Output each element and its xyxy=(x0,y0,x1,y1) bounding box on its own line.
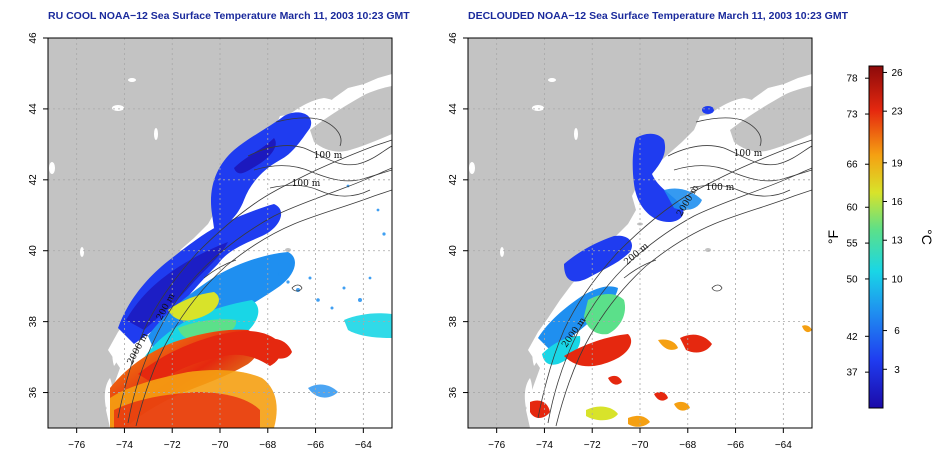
colorbar-celsius-tick-label: 26 xyxy=(891,68,903,79)
right-x-tick-label: −72 xyxy=(584,440,601,451)
left-x-tick-label: −76 xyxy=(68,440,85,451)
colorbar-celsius-tick-label: 16 xyxy=(891,197,903,208)
left-contour-label: 100 m xyxy=(292,179,321,189)
left-x-tick-label: −74 xyxy=(116,440,133,451)
left-panel-title: RU COOL NOAA−12 Sea Surface Temperature … xyxy=(48,10,410,22)
left-y-tick-label: 42 xyxy=(28,174,39,186)
left-y-tick-label: 38 xyxy=(28,316,39,328)
colorbar-celsius-tick-label: 6 xyxy=(894,326,900,337)
left-x-tick-label: −66 xyxy=(307,440,324,451)
right-x-tick-label: −68 xyxy=(679,440,696,451)
colorbar-fahrenheit-tick-label: 50 xyxy=(846,274,858,285)
right-panel-title: DECLOUDED NOAA−12 Sea Surface Temperatur… xyxy=(468,10,848,22)
colorbar-fahrenheit-tick-label: 78 xyxy=(846,74,858,85)
right-contour-label: 100 m xyxy=(734,149,763,159)
colorbar-celsius-label: °C xyxy=(919,229,935,245)
left-y-tick-label: 46 xyxy=(28,32,39,44)
colorbar-celsius-tick-label: 13 xyxy=(891,236,903,247)
colorbar xyxy=(868,65,884,409)
right-x-tick-label: −70 xyxy=(632,440,649,451)
left-sst-field xyxy=(110,112,392,428)
right-map xyxy=(468,38,812,428)
left-x-tick-label: −70 xyxy=(212,440,229,451)
left-contour-label: 100 m xyxy=(314,151,343,161)
right-contour-label: 100 m xyxy=(706,183,735,193)
colorbar-fahrenheit-tick-label: 73 xyxy=(846,110,858,121)
right-y-tick-label: 44 xyxy=(448,103,459,115)
colorbar-celsius-tick-label: 10 xyxy=(891,274,903,285)
right-y-tick-label: 36 xyxy=(448,387,459,399)
left-x-tick-label: −72 xyxy=(164,440,181,451)
colorbar-celsius-tick-label: 3 xyxy=(894,365,900,376)
left-x-tick-label: −64 xyxy=(355,440,372,451)
right-x-tick-label: −64 xyxy=(775,440,792,451)
colorbar-fahrenheit-tick-label: 66 xyxy=(846,160,858,171)
colorbar-fahrenheit-tick-label: 42 xyxy=(846,332,858,343)
left-y-tick-label: 40 xyxy=(28,245,39,257)
right-x-tick-label: −74 xyxy=(536,440,553,451)
right-y-tick-label: 38 xyxy=(448,316,459,328)
left-y-tick-label: 36 xyxy=(28,387,39,399)
colorbar-celsius-tick-label: 23 xyxy=(891,107,903,118)
colorbar-fahrenheit-tick-label: 60 xyxy=(846,203,858,214)
right-y-tick-label: 46 xyxy=(448,32,459,44)
colorbar-celsius-tick-label: 19 xyxy=(891,158,903,169)
left-y-tick-label: 44 xyxy=(28,103,39,115)
right-y-tick-label: 42 xyxy=(448,174,459,186)
left-x-tick-label: −68 xyxy=(259,440,276,451)
right-x-tick-label: −76 xyxy=(488,440,505,451)
colorbar-fahrenheit-tick-label: 55 xyxy=(846,239,858,250)
left-map xyxy=(48,38,392,428)
colorbar-fahrenheit-tick-label: 37 xyxy=(846,368,858,379)
colorbar-fahrenheit-label: °F xyxy=(825,230,841,244)
right-y-tick-label: 40 xyxy=(448,245,459,257)
right-x-tick-label: −66 xyxy=(727,440,744,451)
